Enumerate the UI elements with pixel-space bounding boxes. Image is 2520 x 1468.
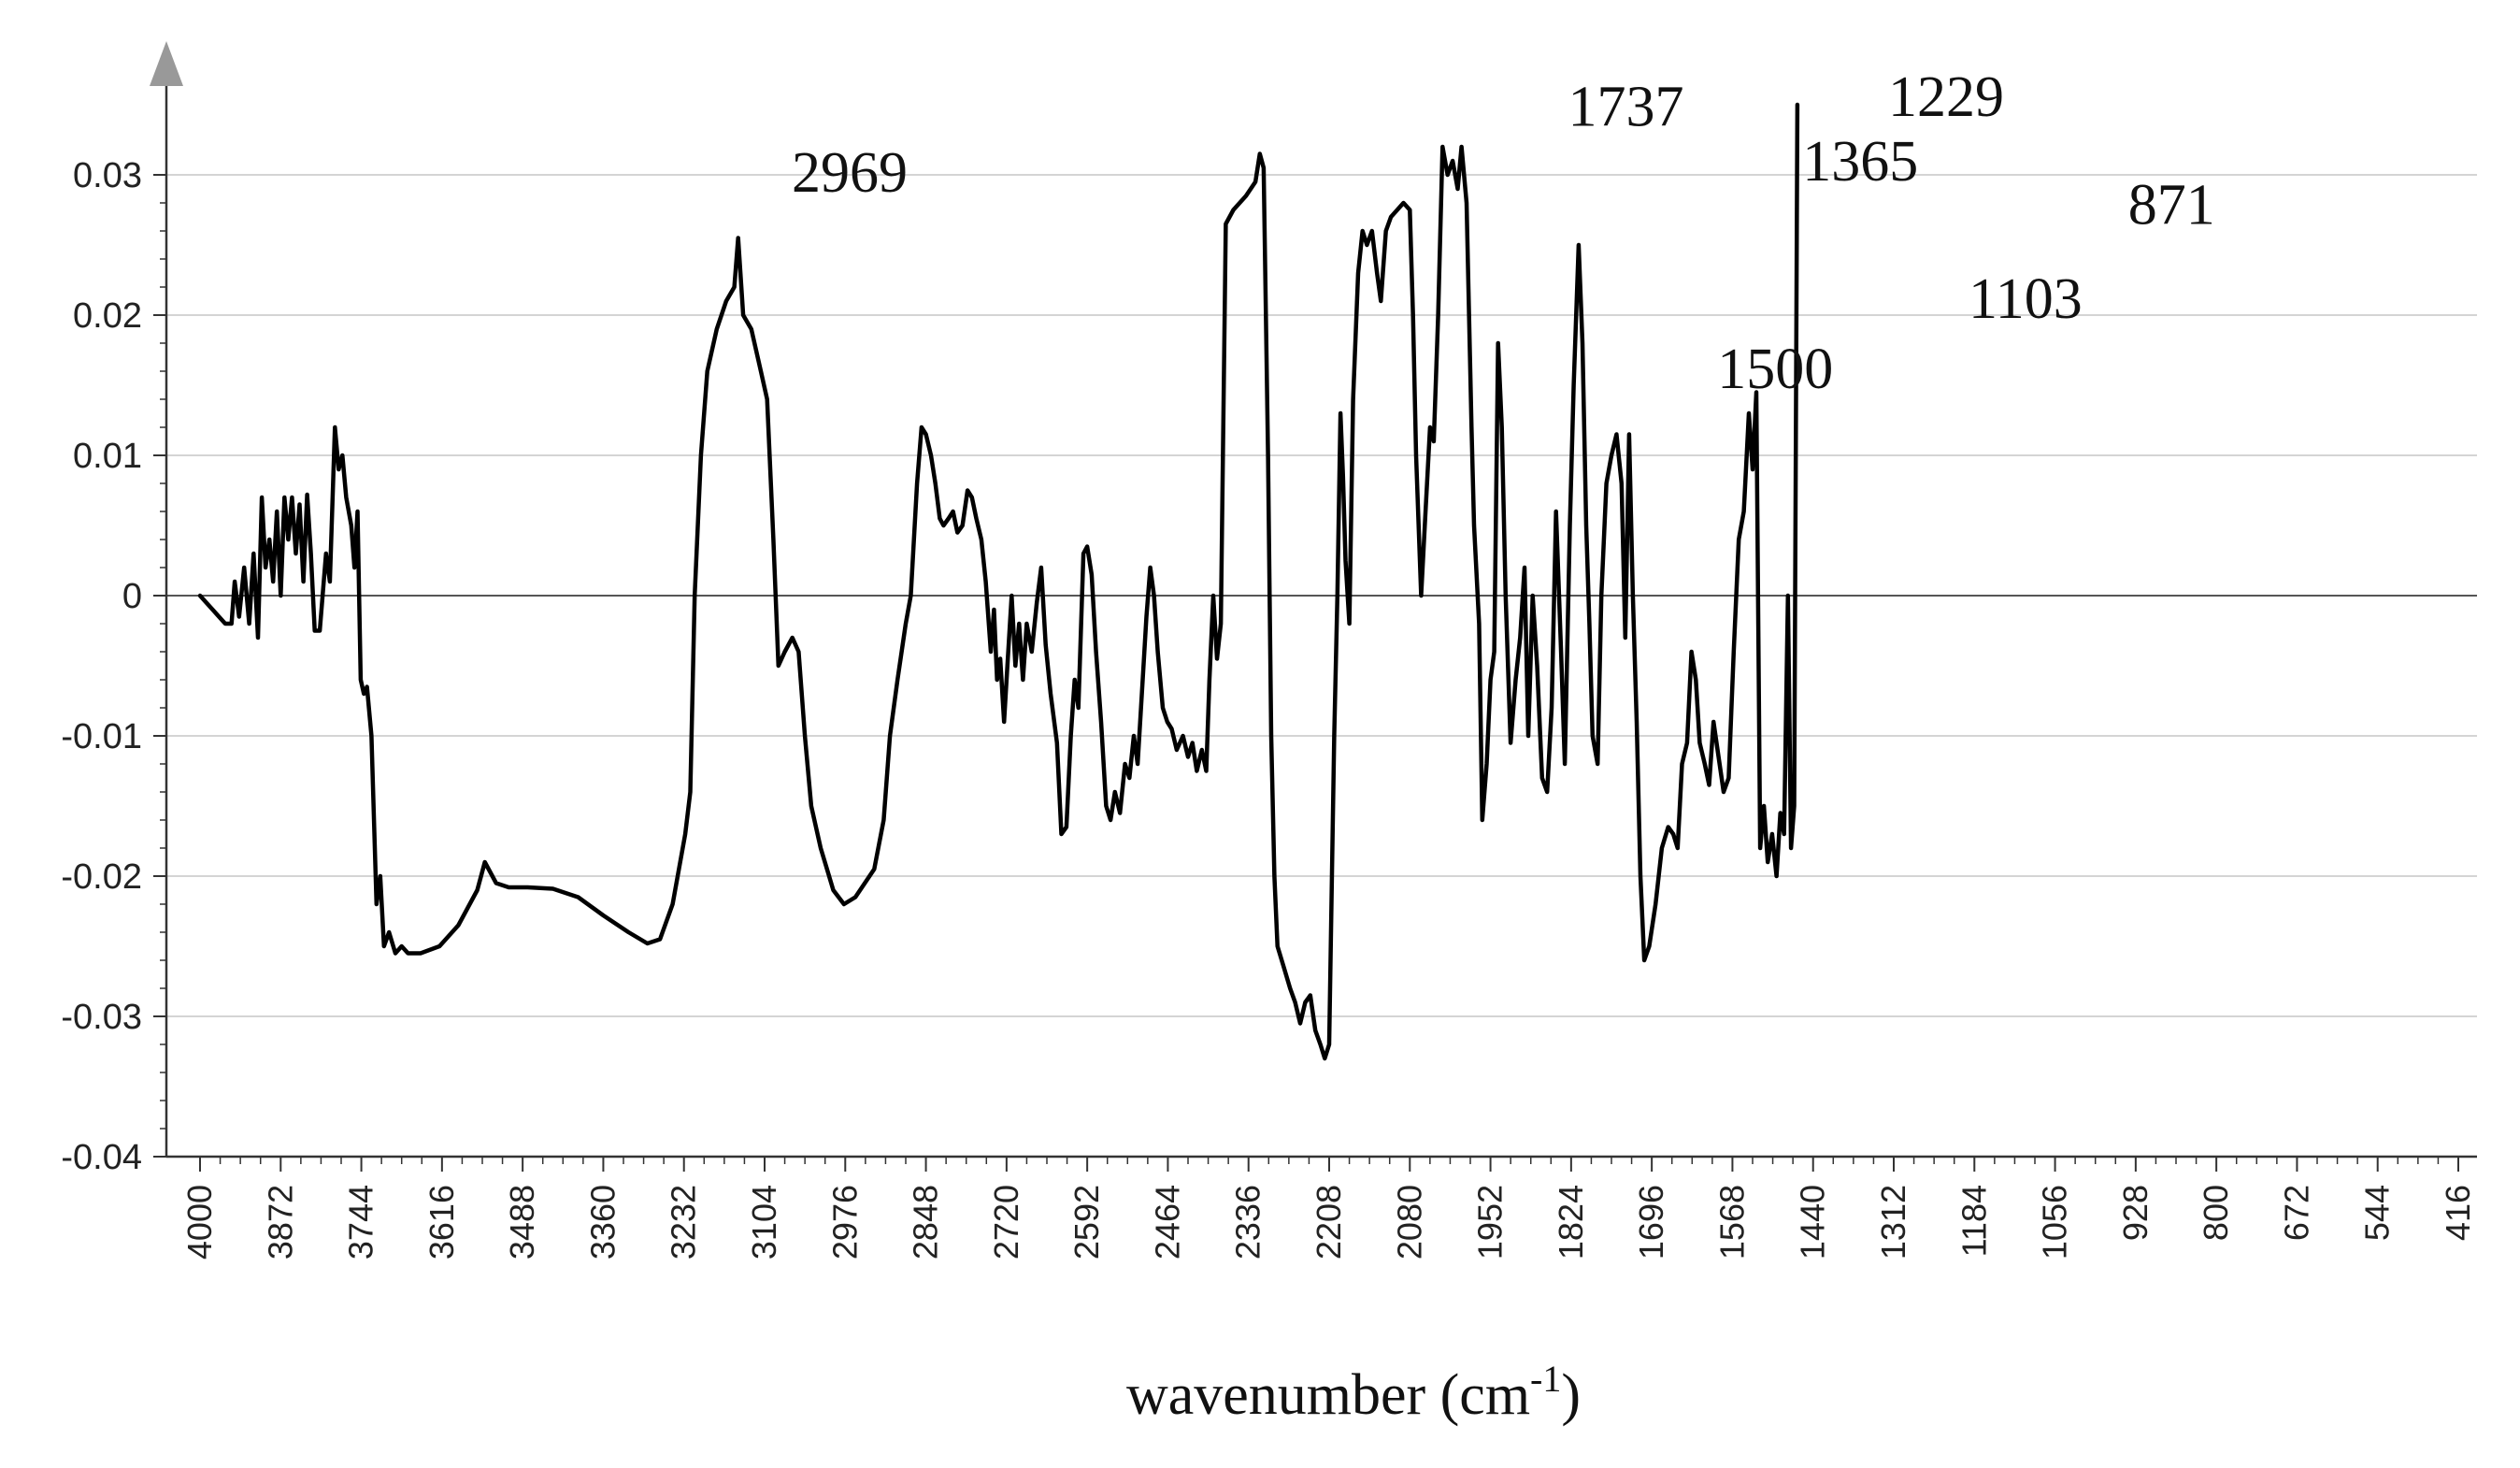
x-tick-label: 3616 [422,1185,461,1259]
y-tick-label: 0.01 [73,437,142,476]
y-tick-label: 0.02 [73,296,142,336]
x-tick-label: 1696 [1632,1185,1670,1259]
peak-label: 1103 [1969,267,2083,331]
x-tick-label: 1184 [1954,1185,1993,1257]
y-tick-label: 0 [122,577,142,616]
x-tick-label: 3232 [665,1185,703,1259]
x-tick-label: 3360 [583,1185,622,1259]
x-tick-label: 1056 [2036,1185,2074,1259]
y-axis-arrow-icon [150,41,183,86]
x-tick-label: 3488 [503,1185,541,1259]
x-tick-label: 1568 [1712,1185,1751,1259]
x-tick-label: 416 [2439,1185,2477,1241]
x-tick-label: 3744 [342,1185,380,1259]
peak-label: 871 [2128,174,2215,237]
y-tick-label: -0.01 [61,717,142,756]
axes [150,41,2477,1172]
x-tick-label: 1824 [1552,1185,1590,1259]
x-tick-label: 3104 [745,1185,783,1259]
x-tick-label: 672 [2277,1185,2315,1241]
x-tick-label: 1952 [1471,1185,1510,1259]
x-tick-label: 800 [2197,1185,2235,1241]
peak-label: 1500 [1717,338,1833,401]
x-tick-label: 4000 [180,1185,219,1259]
spectrum-line [197,102,1800,1061]
gridlines [166,174,2477,1017]
y-tick-labels: 0.03 0.02 0.01 0 -0.01 -0.02 -0.03 -0.04 [61,156,142,1177]
y-tick-label: -0.04 [61,1138,142,1177]
peak-label: 1229 [1888,65,2004,129]
x-tick-label: 1440 [1794,1185,1832,1259]
x-tick-label: 2976 [825,1185,864,1259]
x-tick-label: 2336 [1229,1185,1267,1259]
x-tick-label: 2208 [1310,1185,1348,1259]
peak-label: 1737 [1568,76,1684,139]
x-tick-label: 1312 [1874,1185,1912,1259]
x-axis-label-superscript: -1 [1530,1358,1561,1400]
x-axis-label-close: ) [1561,1363,1581,1427]
x-tick-label: 2464 [1148,1185,1186,1259]
x-tick-label: 544 [2358,1185,2397,1241]
x-tick-label: 928 [2116,1185,2155,1241]
x-tick-labels: 4000 3872 3744 3616 3488 3360 3232 3104 2976 2848… [180,1185,2477,1259]
peak-label: 2969 [792,141,908,205]
x-axis-label: wavenumber (cm-1) [1126,1358,1581,1427]
y-tick-label: -0.02 [61,857,142,897]
x-tick-label: 2848 [907,1185,945,1259]
y-tick-label: -0.03 [61,998,142,1037]
x-axis-label-main: wavenumber (cm [1126,1363,1530,1427]
peak-label: 1365 [1802,130,1918,194]
x-tick-label: 3872 [261,1185,299,1259]
series [197,102,1800,1061]
x-tick-label: 2720 [987,1185,1025,1259]
y-tick-label: 0.03 [73,156,142,195]
x-tick-label: 2592 [1067,1185,1106,1259]
x-tick-label: 2080 [1390,1185,1428,1259]
